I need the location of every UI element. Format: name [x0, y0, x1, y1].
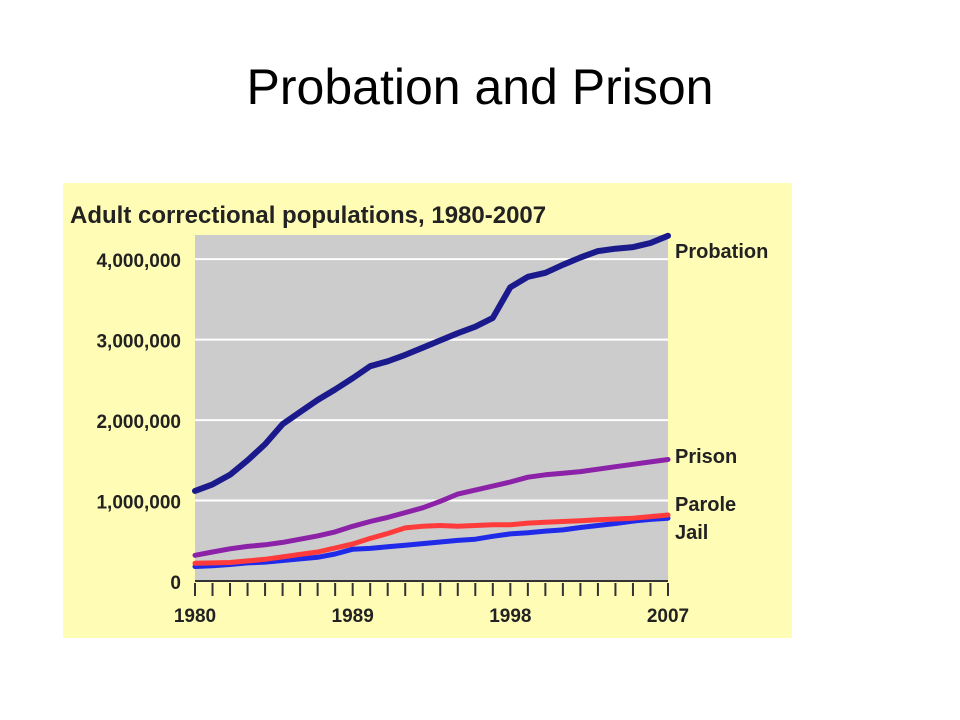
series-line-parole — [192, 512, 671, 566]
line-chart: Adult correctional populations, 1980-200… — [63, 183, 792, 638]
series-line-probation — [192, 232, 671, 494]
y-tick-label: 0 — [170, 573, 181, 594]
x-tick-label: 2007 — [647, 606, 689, 627]
chart-panel: Adult correctional populations, 1980-200… — [63, 183, 792, 638]
series-labels: Probation Prison Parole Jail — [675, 241, 768, 544]
series-line-jail — [192, 515, 671, 569]
plot-area — [195, 235, 668, 581]
y-axis-tick-labels: 0 1,000,000 2,000,000 3,000,000 4,000,000 — [96, 251, 181, 594]
series-label-probation: Probation — [675, 241, 768, 263]
y-tick-label: 1,000,000 — [96, 493, 181, 514]
y-tick-label: 4,000,000 — [96, 251, 181, 272]
series-lines — [192, 232, 671, 569]
grid-lines — [195, 258, 668, 502]
series-line-prison — [192, 457, 671, 558]
x-tick-label: 1989 — [332, 606, 374, 627]
y-tick-label: 3,000,000 — [96, 332, 181, 353]
series-label-jail: Jail — [675, 522, 708, 544]
series-label-prison: Prison — [675, 446, 737, 468]
y-tick-label: 2,000,000 — [96, 412, 181, 433]
chart-title: Adult correctional populations, 1980-200… — [70, 202, 546, 229]
x-tick-label: 1980 — [174, 606, 216, 627]
x-axis: 1980 1989 1998 2007 — [174, 580, 689, 627]
series-label-parole: Parole — [675, 494, 736, 516]
x-tick-label: 1998 — [489, 606, 531, 627]
slide-title: Probation and Prison — [246, 59, 714, 115]
